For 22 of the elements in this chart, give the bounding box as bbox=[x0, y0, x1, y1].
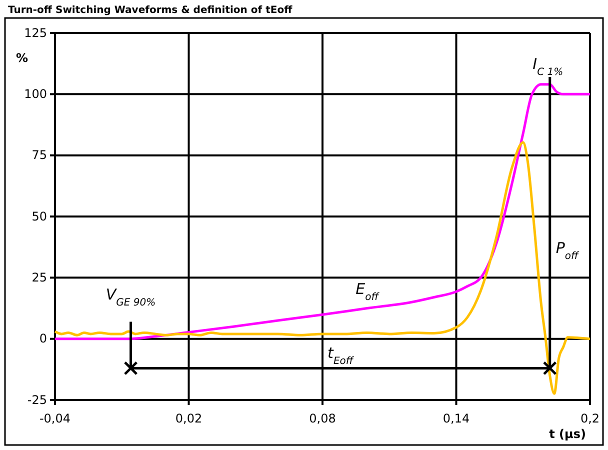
y-axis-title: % bbox=[16, 51, 28, 65]
x-tick-label: -0,04 bbox=[39, 411, 71, 426]
line-series bbox=[54, 141, 592, 395]
y-tick-label: -25 bbox=[27, 392, 47, 407]
y-tick-label: 0 bbox=[39, 332, 47, 346]
y-tick-label: 125 bbox=[24, 26, 47, 40]
y-tick-label: 75 bbox=[32, 148, 47, 162]
annotation: E$_{off}$ bbox=[356, 280, 380, 303]
x-tick-label: 0,08 bbox=[309, 411, 336, 426]
y-tick-label: 100 bbox=[24, 87, 47, 102]
x-tick-label: 0,14 bbox=[442, 411, 470, 426]
line-series bbox=[54, 83, 592, 340]
annotation: V$_{GE 90%}$ bbox=[106, 286, 156, 308]
x-tick-label: 0,2 bbox=[580, 411, 600, 426]
annotation: P$_{off}$ bbox=[556, 239, 580, 262]
annotation: t$_{Eoff}$ bbox=[328, 344, 355, 367]
x-axis-title: t (µs) bbox=[549, 427, 586, 441]
y-tick-label: 50 bbox=[32, 209, 47, 224]
annotation: I$_{C 1%}$ bbox=[532, 55, 564, 78]
chart-title: Turn-off Switching Waveforms & definition of tEoff bbox=[8, 5, 294, 16]
y-tick-label: 25 bbox=[32, 270, 47, 285]
x-tick-label: 0,02 bbox=[175, 411, 202, 426]
